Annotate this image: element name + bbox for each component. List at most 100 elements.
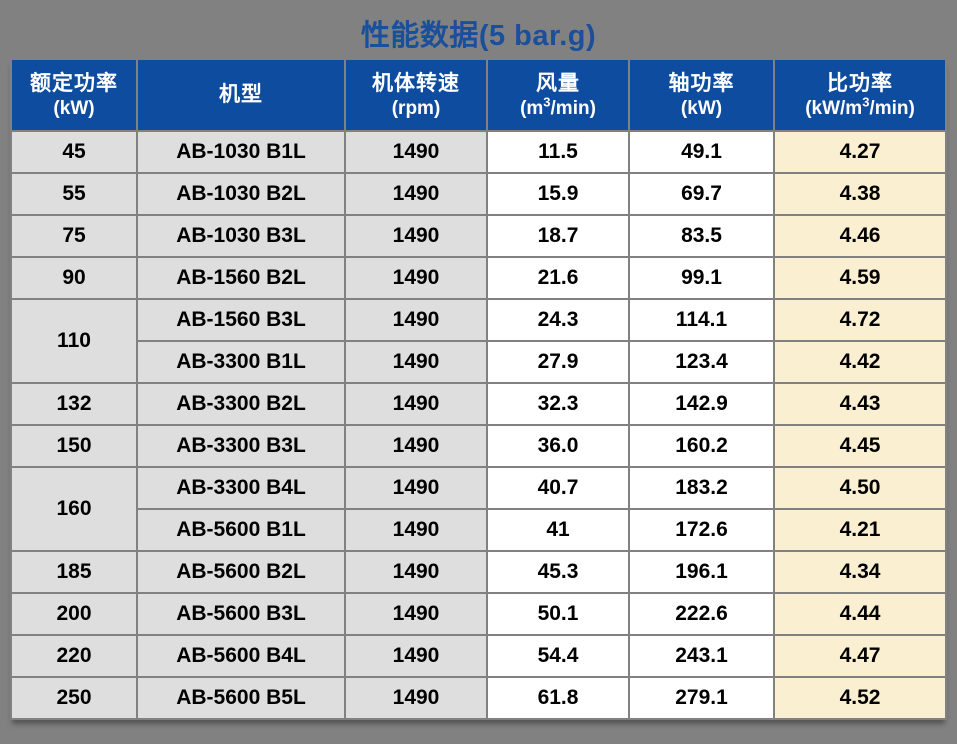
cell-model: AB-3300 B1L [138,342,344,382]
page-title: 性能数据(5 bar.g) [360,20,597,52]
cell-speed: 1490 [346,594,486,634]
cell-shaft-power: 123.4 [630,342,773,382]
cell-specific-power: 4.43 [775,384,945,424]
cell-speed: 1490 [346,384,486,424]
cell-rated-power: 150 [12,426,136,466]
cell-rated-power: 185 [12,552,136,592]
cell-specific-power: 4.27 [775,132,945,172]
cell-speed: 1490 [346,468,486,508]
cell-rated-power: 75 [12,216,136,256]
cell-model: AB-3300 B3L [138,426,344,466]
header-row: 额定功率 (kW) 机型 机体转速 (rpm) 风量 (m3/min) 轴功率 [12,60,945,130]
cell-specific-power: 4.44 [775,594,945,634]
cell-speed: 1490 [346,342,486,382]
cell-flow: 61.8 [488,678,628,718]
cell-speed: 1490 [346,552,486,592]
header-label: 比功率 [827,71,893,95]
cell-shaft-power: 160.2 [630,426,773,466]
cell-flow: 21.6 [488,258,628,298]
header-label: 额定功率 [30,71,118,95]
cell-rated-power: 110 [12,300,136,382]
cell-rated-power: 45 [12,132,136,172]
header-label: 风量 [536,71,580,95]
cell-specific-power: 4.59 [775,258,945,298]
cell-flow: 40.7 [488,468,628,508]
cell-model: AB-1030 B3L [138,216,344,256]
cell-model: AB-5600 B3L [138,594,344,634]
cell-flow: 50.1 [488,594,628,634]
header-unit: (kW) [53,97,95,119]
cell-shaft-power: 279.1 [630,678,773,718]
table-row: AB-3300 B1L 1490 27.9 123.4 4.42 [12,342,945,382]
cell-flow: 32.3 [488,384,628,424]
header-model: 机型 [138,60,344,130]
table-row: 90 AB-1560 B2L 1490 21.6 99.1 4.59 [12,258,945,298]
cell-shaft-power: 114.1 [630,300,773,340]
cell-rated-power: 220 [12,636,136,676]
cell-speed: 1490 [346,258,486,298]
cell-shaft-power: 49.1 [630,132,773,172]
cell-specific-power: 4.72 [775,300,945,340]
cell-model: AB-3300 B2L [138,384,344,424]
header-speed: 机体转速 (rpm) [346,60,486,130]
header-flow: 风量 (m3/min) [488,60,628,130]
cell-flow: 41 [488,510,628,550]
table-row: AB-5600 B1L 1490 41 172.6 4.21 [12,510,945,550]
table-row: 75 AB-1030 B3L 1490 18.7 83.5 4.46 [12,216,945,256]
cell-flow: 24.3 [488,300,628,340]
cell-speed: 1490 [346,174,486,214]
cell-speed: 1490 [346,636,486,676]
cell-shaft-power: 69.7 [630,174,773,214]
cell-speed: 1490 [346,216,486,256]
cell-specific-power: 4.47 [775,636,945,676]
cell-model: AB-1560 B3L [138,300,344,340]
table-row: 132 AB-3300 B2L 1490 32.3 142.9 4.43 [12,384,945,424]
cell-specific-power: 4.45 [775,426,945,466]
table-row: 150 AB-3300 B3L 1490 36.0 160.2 4.45 [12,426,945,466]
cell-flow: 15.9 [488,174,628,214]
performance-table: 额定功率 (kW) 机型 机体转速 (rpm) 风量 (m3/min) 轴功率 [10,58,947,720]
cell-flow: 27.9 [488,342,628,382]
header-unit: (rpm) [391,97,441,119]
cell-model: AB-1560 B2L [138,258,344,298]
cell-shaft-power: 99.1 [630,258,773,298]
cell-flow: 54.4 [488,636,628,676]
cell-rated-power: 160 [12,468,136,550]
header-unit: (kW/m3/min) [805,94,915,119]
cell-shaft-power: 172.6 [630,510,773,550]
cell-rated-power: 90 [12,258,136,298]
table-row: 45 AB-1030 B1L 1490 11.5 49.1 4.27 [12,132,945,172]
cell-model: AB-3300 B4L [138,468,344,508]
cell-shaft-power: 222.6 [630,594,773,634]
header-shaft-power: 轴功率 (kW) [630,60,773,130]
cell-model: AB-1030 B2L [138,174,344,214]
cell-specific-power: 4.21 [775,510,945,550]
cell-flow: 11.5 [488,132,628,172]
cell-rated-power: 200 [12,594,136,634]
cell-shaft-power: 196.1 [630,552,773,592]
table-row: 160 AB-3300 B4L 1490 40.7 183.2 4.50 [12,468,945,550]
cell-model: AB-5600 B2L [138,552,344,592]
header-label: 机型 [219,83,263,106]
cell-specific-power: 4.50 [775,468,945,508]
table-row: 110 AB-1560 B3L 1490 24.3 114.1 4.72 [12,300,945,382]
table-row: 55 AB-1030 B2L 1490 15.9 69.7 4.38 [12,174,945,214]
header-unit: (kW) [680,97,723,119]
cell-model: AB-1030 B1L [138,132,344,172]
table-row: 250 AB-5600 B5L 1490 61.8 279.1 4.52 [12,678,945,718]
cell-speed: 1490 [346,510,486,550]
cell-speed: 1490 [346,678,486,718]
table-row: 200 AB-5600 B3L 1490 50.1 222.6 4.44 [12,594,945,634]
cell-speed: 1490 [346,300,486,340]
cell-specific-power: 4.34 [775,552,945,592]
cell-shaft-power: 243.1 [630,636,773,676]
cell-flow: 36.0 [488,426,628,466]
cell-rated-power: 55 [12,174,136,214]
cell-shaft-power: 142.9 [630,384,773,424]
table-row: 220 AB-5600 B4L 1490 54.4 243.1 4.47 [12,636,945,676]
cell-shaft-power: 83.5 [630,216,773,256]
header-unit: (m3/min) [520,94,596,119]
cell-specific-power: 4.38 [775,174,945,214]
cell-flow: 18.7 [488,216,628,256]
